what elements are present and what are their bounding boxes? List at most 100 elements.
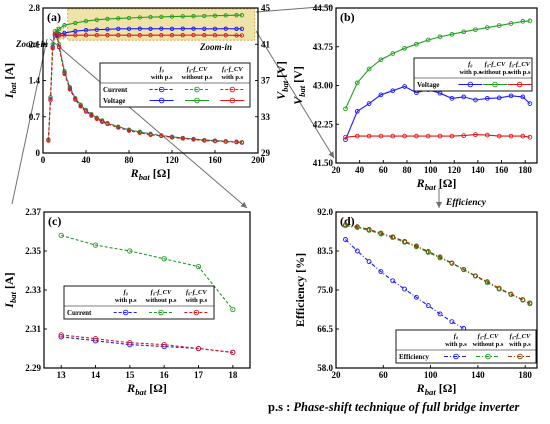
series-b-0-point (390, 88, 396, 94)
series-a-4-point (94, 17, 99, 22)
series-a-4-point (62, 23, 67, 28)
x-tick-label: 180 (518, 370, 532, 380)
series-c-2-point (195, 345, 202, 352)
x-tick-label: 40 (355, 165, 365, 175)
y-axis-label: Ibat [A] (2, 63, 18, 99)
y-tick-label: 58.0 (317, 363, 333, 373)
series-b-2-point (366, 133, 372, 139)
series-b-2-line (345, 134, 530, 138)
series-d-2-line (345, 224, 531, 305)
series-b-1-point (402, 45, 407, 51)
series-b-2-point (496, 133, 502, 139)
x-tick-label: 80 (125, 155, 135, 165)
y-tick-label: 41.50 (313, 158, 334, 168)
series-b-0-point (343, 137, 348, 143)
series-a-3-point (73, 28, 78, 34)
series-d-2-point (527, 301, 533, 307)
series-b-1-point (484, 25, 490, 30)
efficiency-arrow-head (436, 202, 442, 208)
y-axis-label: Efficiency [%] (293, 253, 307, 327)
y-tick-label: 44.50 (313, 3, 334, 13)
zoom-in-label-current: Zoom-in (15, 39, 48, 49)
series-c-1-point (127, 248, 133, 254)
legend-header: f₀-f_CV (186, 289, 207, 296)
legend-header: f₀ (468, 61, 472, 68)
series-b-1-point (473, 27, 478, 33)
series-a-5-point (94, 33, 99, 38)
series-a-2-point (56, 45, 62, 50)
legend-header: with p.s (445, 341, 467, 348)
zoom-link-voltage-bottom (255, 30, 335, 159)
series-a-2-point (48, 98, 53, 103)
x-tick-label: 80 (402, 165, 412, 175)
legend-row-label: Voltage (417, 81, 439, 89)
series-b-2-point (449, 133, 455, 139)
panel-label: (b) (340, 10, 355, 24)
series-d-2-point (473, 273, 478, 279)
series-d-2-point (425, 249, 431, 254)
legend-header: f₀-f_CV (151, 289, 172, 296)
zoom-in-label-voltage: Zoom-in (199, 42, 232, 52)
x-axis-label: Rbat [Ω] (416, 381, 457, 397)
series-a-3-point (62, 30, 67, 36)
series-b-0-line (344, 85, 531, 140)
series-a-2-point (137, 130, 142, 135)
series-a-3-point (212, 26, 218, 31)
series-b-0-point (473, 97, 478, 103)
series-a-2-point (212, 138, 218, 144)
x-axis-label: Rbat [Ω] (126, 381, 167, 397)
series-b-2-point (437, 133, 443, 139)
series-a-4-point (105, 16, 110, 22)
series-a-3-point (202, 26, 207, 31)
y-tick-label: 66.5 (317, 324, 333, 334)
legend-header: without p.s (146, 297, 177, 304)
series-c-1-point (195, 263, 202, 270)
legend-header: with p.s (509, 69, 531, 76)
series-a-2-point (83, 109, 89, 114)
series-a-3-point (148, 26, 153, 31)
series-b-1-point (449, 31, 455, 37)
x-tick-label: 160 (495, 165, 509, 175)
legend-header: f₀-f_CV (510, 333, 531, 340)
series-a-5-point (137, 33, 142, 38)
series-c-0-point (127, 341, 133, 348)
series-a-1-point (62, 69, 67, 74)
caption-prefix: p.s : (268, 400, 294, 414)
series-c-1-line (61, 234, 234, 310)
legend-row-label: Voltage (103, 97, 125, 105)
series-a-2-point (126, 128, 132, 133)
legend-header: with p.s (459, 69, 481, 76)
legend-box (395, 329, 537, 364)
y-tick-label: 43.75 (313, 42, 334, 52)
series-b-2-point (354, 133, 360, 139)
series-b-1-point (508, 21, 514, 26)
series-b-0-point (496, 95, 502, 101)
series-b-2-point (461, 133, 467, 138)
series-a-5-point (73, 33, 78, 38)
series-b-1-point (461, 29, 467, 35)
y-right-tick-label: 29 (261, 148, 271, 158)
series-b-1-point (354, 80, 360, 86)
panel-label: (a) (47, 10, 61, 24)
series-a-1-point (52, 29, 57, 34)
legend-marker (193, 309, 200, 316)
y-tick-label: 2.31 (25, 324, 41, 334)
y-tick-label: 1.4 (29, 76, 41, 86)
series-a-2-point (159, 133, 164, 139)
series-a-4-point (169, 14, 175, 19)
series-d-2-point (484, 279, 490, 285)
legend-header: f₀-f_CV (485, 61, 506, 68)
panel-a: 0 40 80 120 160 200 0 0.7 1.4 2.1 2.8 Rbat [Ω] Ibat … (2, 3, 290, 182)
y-right-tick-label: 45 (261, 3, 271, 13)
series-a-5-point (180, 33, 185, 38)
series-a-5-point (105, 33, 110, 38)
series-d-0-point (354, 248, 360, 254)
series-b-0-point (354, 108, 360, 114)
series-c-1-point (92, 242, 99, 248)
series-c-2-point (127, 340, 133, 346)
series-c-1-point (58, 232, 64, 239)
series-b-2-point (520, 133, 526, 139)
series-a-3-point (180, 26, 185, 31)
series-a-5-point (159, 33, 164, 38)
x-tick-label: 180 (518, 165, 532, 175)
